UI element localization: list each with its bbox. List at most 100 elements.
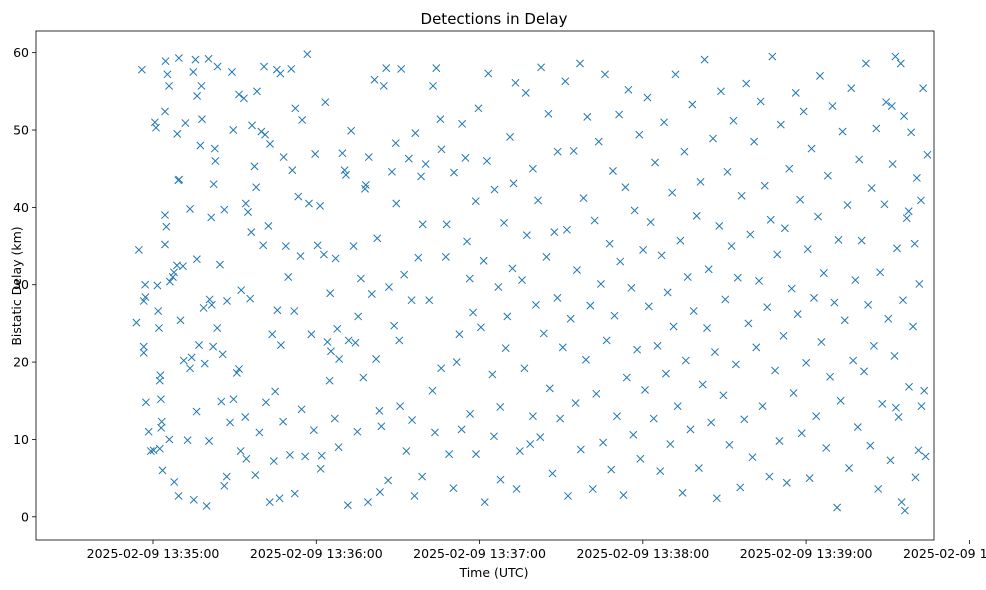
data-point — [884, 314, 893, 323]
data-point — [242, 454, 251, 463]
data-point — [847, 84, 856, 93]
data-point — [882, 98, 891, 107]
data-point — [838, 127, 847, 136]
data-point — [579, 194, 588, 203]
data-point — [509, 179, 518, 188]
data-point — [891, 403, 900, 412]
data-point — [266, 139, 274, 148]
data-point — [408, 416, 417, 425]
data-point — [907, 128, 916, 137]
data-point — [344, 336, 353, 345]
data-point — [710, 348, 719, 356]
data-point — [156, 395, 165, 404]
data-point — [911, 473, 920, 482]
data-point — [251, 471, 260, 479]
data-point — [692, 211, 701, 220]
data-point — [205, 437, 214, 445]
data-point — [496, 402, 505, 411]
data-point — [141, 280, 150, 289]
data-point — [452, 358, 461, 367]
data-point — [474, 104, 483, 113]
data-point — [155, 444, 164, 453]
data-point — [678, 488, 687, 497]
data-point — [163, 70, 172, 79]
data-point — [700, 55, 709, 64]
data-point — [644, 302, 653, 311]
data-point — [855, 155, 864, 164]
data-point — [338, 149, 347, 158]
data-point — [484, 69, 493, 78]
data-point — [178, 262, 187, 271]
data-point — [229, 126, 238, 134]
data-point — [779, 331, 788, 340]
data-point — [814, 212, 823, 221]
data-point — [596, 279, 605, 288]
data-point — [170, 268, 178, 277]
data-point — [920, 386, 929, 395]
data-point — [430, 428, 439, 437]
data-point — [923, 150, 932, 159]
data-point — [776, 120, 785, 129]
x-tick-label: 2025-02-09 13:36:00 — [250, 546, 383, 561]
data-point — [791, 88, 800, 97]
data-point — [157, 423, 166, 432]
data-point — [390, 321, 399, 330]
data-point — [902, 214, 911, 223]
data-point — [816, 71, 824, 80]
data-point — [864, 300, 873, 309]
data-point — [189, 68, 198, 76]
data-point — [843, 201, 852, 210]
data-point — [897, 498, 906, 507]
data-point — [174, 491, 183, 500]
data-point — [436, 115, 445, 124]
data-point — [170, 478, 179, 486]
data-point — [680, 147, 689, 156]
data-point — [758, 402, 767, 411]
data-point — [668, 188, 677, 197]
data-point — [253, 87, 261, 96]
data-point — [643, 93, 652, 102]
data-point — [414, 253, 423, 262]
data-point — [340, 166, 349, 175]
data-point — [418, 472, 427, 481]
data-point — [531, 300, 540, 309]
data-point — [573, 266, 581, 274]
data-point — [469, 308, 477, 317]
data-point — [327, 347, 335, 356]
data-point — [520, 364, 529, 373]
data-point — [894, 413, 903, 421]
data-point — [376, 488, 384, 496]
data-point — [384, 283, 393, 292]
data-point — [616, 257, 625, 266]
data-point — [501, 344, 510, 353]
data-point — [417, 172, 426, 181]
y-tick-label: 50 — [13, 123, 29, 138]
y-axis: 0 10 20 30 40 50 60 — [13, 45, 36, 524]
data-point — [636, 454, 645, 463]
data-point — [656, 467, 665, 476]
data-point — [490, 432, 498, 441]
data-point — [840, 316, 849, 325]
data-point — [807, 144, 816, 153]
data-point — [537, 63, 546, 72]
data-point — [141, 398, 150, 407]
data-point — [748, 453, 757, 462]
data-point — [613, 412, 621, 421]
data-point — [550, 228, 559, 237]
data-point — [721, 295, 730, 304]
data-point — [304, 199, 313, 208]
data-point — [250, 162, 259, 171]
data-point — [165, 277, 174, 286]
x-axis-label: Time (UTC) — [458, 565, 528, 580]
data-point — [449, 484, 458, 493]
data-point — [372, 355, 381, 363]
data-point — [441, 252, 450, 261]
data-point — [220, 481, 229, 490]
data-point — [633, 345, 642, 354]
x-axis: 2025-02-09 13:35:00 2025-02-09 13:36:00 20… — [87, 540, 986, 561]
data-point — [671, 70, 680, 79]
data-point — [429, 81, 437, 90]
data-point — [880, 200, 889, 209]
data-point — [402, 447, 411, 455]
data-point — [802, 358, 811, 367]
